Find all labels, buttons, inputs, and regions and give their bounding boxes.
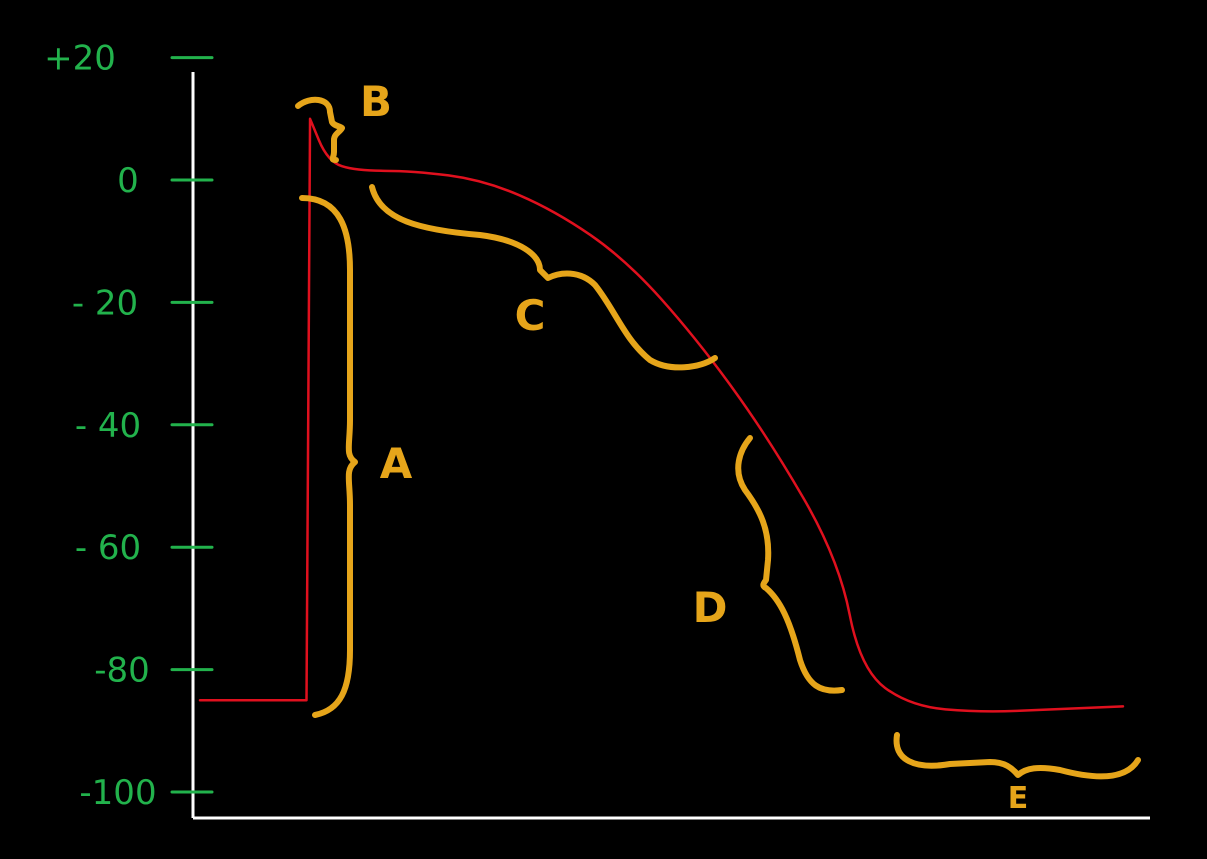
annotation-label-a: A bbox=[380, 439, 413, 488]
brace-b bbox=[295, 96, 345, 163]
annotation-label-d: D bbox=[693, 583, 728, 632]
y-tick-label: +20 bbox=[44, 39, 116, 79]
y-tick-label: -100 bbox=[79, 773, 156, 813]
membrane-potential-line bbox=[198, 117, 1125, 713]
y-tick-label: -80 bbox=[94, 651, 150, 691]
y-tick-label: 0 bbox=[117, 161, 139, 201]
brace-c bbox=[369, 184, 718, 371]
brace-a bbox=[299, 195, 358, 718]
annotation-label-e: E bbox=[1008, 781, 1029, 816]
y-tick-label: - 40 bbox=[75, 406, 141, 446]
y-tick-label: - 60 bbox=[75, 528, 141, 568]
annotation-label-c: C bbox=[515, 291, 546, 340]
annotation-label-b: B bbox=[360, 77, 392, 126]
brace-d bbox=[735, 435, 845, 694]
brace-e bbox=[893, 732, 1141, 780]
y-tick-label: - 20 bbox=[72, 283, 138, 323]
